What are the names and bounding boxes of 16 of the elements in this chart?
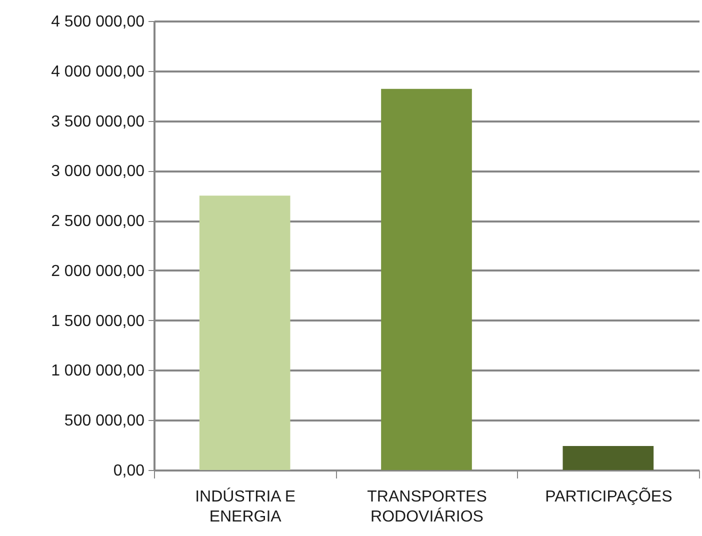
y-tick-label: 2 000 000,00 (51, 262, 145, 280)
y-tick-label: 2 500 000,00 (51, 213, 145, 230)
y-tick-label: 500 000,00 (64, 412, 145, 430)
bar (381, 88, 472, 470)
x-tick-label: INDÚSTRIA E ENERGIA (195, 488, 296, 526)
y-tick-label: 4 000 000,00 (51, 63, 145, 80)
bar (562, 446, 654, 470)
y-tick-label: 1 000 000,00 (51, 362, 145, 380)
y-tick-label: 3 000 000,00 (51, 163, 145, 180)
y-tick-label: 4 500 000,00 (51, 14, 145, 30)
y-tick-label: 3 500 000,00 (51, 113, 145, 130)
bar (199, 196, 290, 470)
x-tick-label: PARTICIPAÇÕES (545, 486, 672, 506)
x-tick-label: TRANSPORTES RODOVIÁRIOS (367, 488, 487, 526)
y-tick-label: 0,00 (113, 462, 145, 480)
y-tick-label: 1 500 000,00 (51, 312, 145, 330)
